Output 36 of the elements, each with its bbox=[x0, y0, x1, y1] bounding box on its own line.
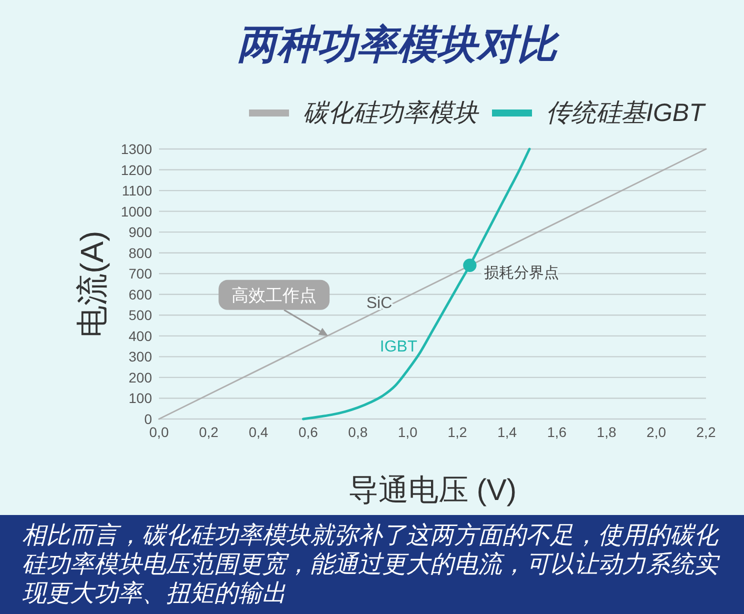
y-tick-label: 100 bbox=[128, 390, 152, 406]
y-tick-label: 1200 bbox=[120, 162, 152, 178]
y-tick-label: 1000 bbox=[120, 203, 152, 220]
y-tick-label: 700 bbox=[128, 266, 152, 282]
text: 相比而言，碳化硅功率模块就弥补了这两方面的不足，使用的碳化硅功率模块电压范围更宽，能通过更大的电流，可以让动力系统实现更大功率、扭矩的输出 bbox=[22, 522, 721, 607]
x-tick-label: 0,4 bbox=[248, 424, 268, 440]
x-tick-label: 1,6 bbox=[547, 424, 567, 440]
y-axis-title: 电流(A) bbox=[74, 230, 110, 338]
y-tick-label: 1100 bbox=[122, 182, 152, 199]
x-tick-label: 1,0 bbox=[398, 424, 418, 440]
y-tick-label: 500 bbox=[128, 307, 152, 324]
legend-label: 碳化硅功率模块 bbox=[303, 99, 480, 127]
annotation: 高效工作点 bbox=[232, 285, 317, 304]
y-tick-label: 800 bbox=[128, 244, 152, 261]
x-tick-label: 1,2 bbox=[448, 424, 468, 440]
y-tick-label: 0 bbox=[144, 411, 152, 427]
x-axis-title: 导通电压 (V) bbox=[348, 474, 517, 506]
y-tick-label: 900 bbox=[128, 224, 152, 240]
y-tick-label: 300 bbox=[128, 348, 152, 365]
annotation: SiC bbox=[366, 294, 392, 312]
x-tick-label: 2,0 bbox=[646, 424, 666, 440]
x-tick-label: 1,8 bbox=[596, 424, 616, 440]
y-tick-label: 200 bbox=[128, 369, 152, 386]
x-tick-label: 1,4 bbox=[497, 424, 518, 440]
legend-label: 传统硅基IGBT bbox=[546, 99, 706, 127]
y-tick-label: 1300 bbox=[120, 141, 152, 157]
y-tick-label: 600 bbox=[128, 286, 152, 302]
x-tick-label: 0,2 bbox=[198, 424, 219, 440]
y-tick-label: 400 bbox=[128, 328, 152, 344]
annotation: IGBT bbox=[380, 338, 418, 355]
annotation: 损耗分界点 bbox=[484, 264, 559, 281]
x-tick-label: 2,2 bbox=[696, 424, 716, 440]
x-tick-label: 0,0 bbox=[149, 424, 169, 440]
x-tick-label: 0,6 bbox=[298, 424, 318, 440]
x-tick-label: 0,8 bbox=[348, 424, 368, 440]
chart-title: 两种功率模块对比 bbox=[237, 23, 560, 67]
